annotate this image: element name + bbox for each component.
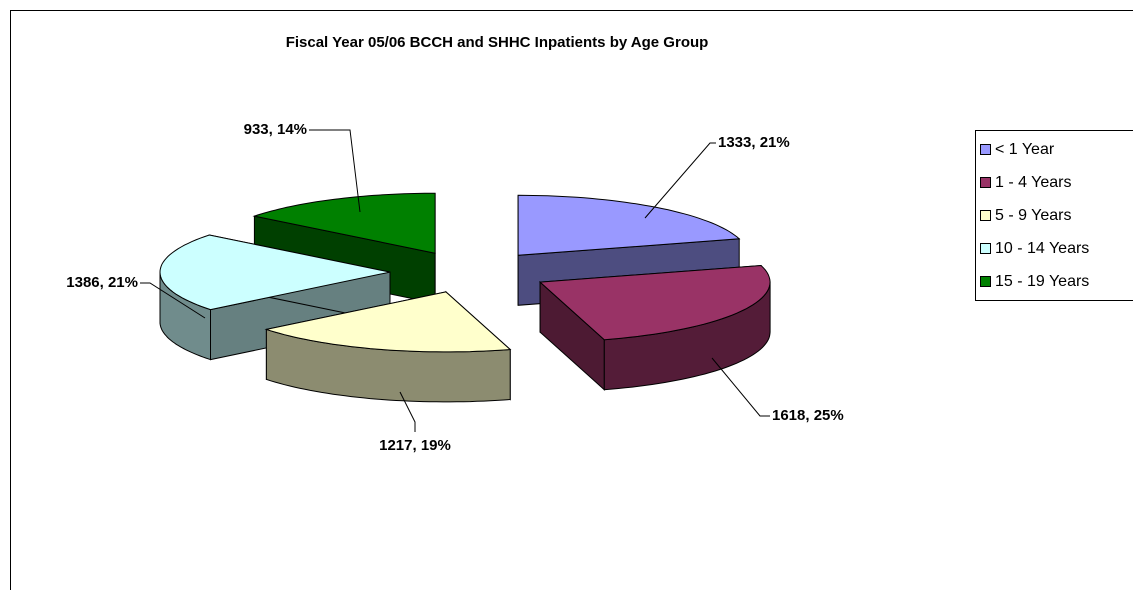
legend-swatch [981,277,991,287]
data-label: 1333, 21% [718,134,790,151]
legend-swatch [981,244,991,254]
data-label: 1386, 21% [66,274,138,291]
legend-label: < 1 Year [995,141,1055,158]
chart-title: Fiscal Year 05/06 BCCH and SHHC Inpatien… [286,34,709,51]
data-label: 1217, 19% [379,437,451,454]
legend-label: 10 - 14 Years [995,240,1089,257]
data-label: 933, 14% [244,121,307,138]
legend-label: 15 - 19 Years [995,273,1089,290]
data-label: 1618, 25% [772,407,844,424]
legend-swatch [981,145,991,155]
legend-label: 5 - 9 Years [995,207,1072,224]
legend-swatch [981,211,991,221]
legend-swatch [981,178,991,188]
legend-label: 1 - 4 Years [995,174,1072,191]
